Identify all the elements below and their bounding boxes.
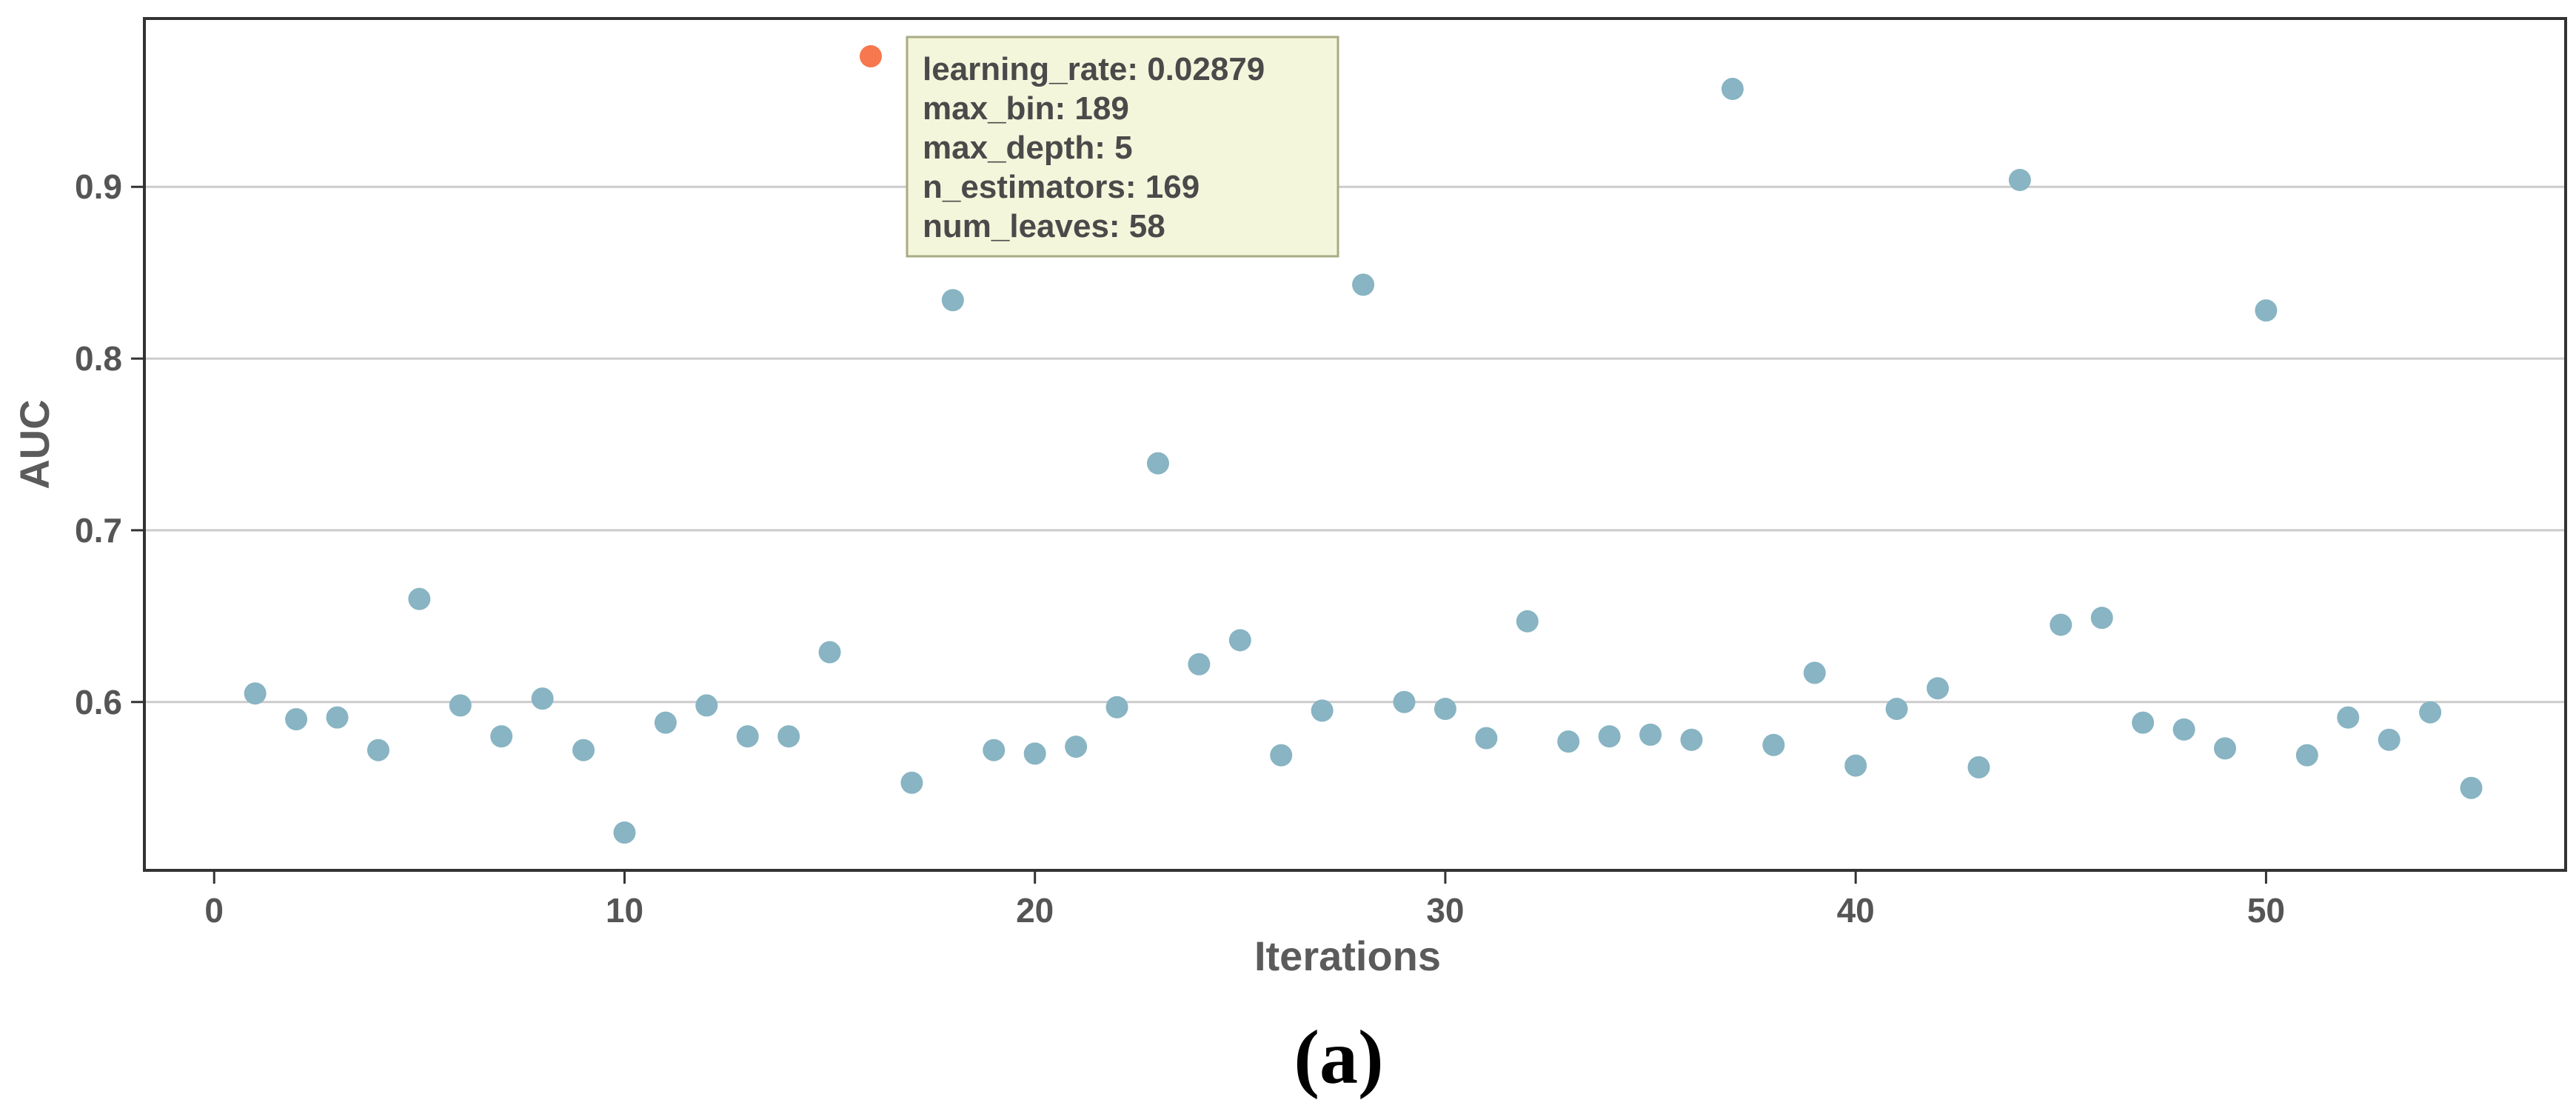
x-tick-label: 50 bbox=[2247, 891, 2285, 930]
y-axis-ticks: 0.6 0.7 0.8 0.9 bbox=[75, 167, 144, 721]
data-point[interactable] bbox=[1762, 733, 1785, 756]
y-tick-label: 0.6 bbox=[75, 683, 122, 721]
tooltip-box bbox=[906, 36, 1339, 258]
data-point[interactable] bbox=[613, 821, 636, 844]
y-tick-label: 0.9 bbox=[75, 167, 122, 206]
data-point[interactable] bbox=[1433, 698, 1456, 721]
data-point[interactable] bbox=[1557, 730, 1580, 753]
highlighted-data-point[interactable] bbox=[860, 45, 882, 68]
data-point[interactable] bbox=[2132, 711, 2155, 734]
data-point[interactable] bbox=[1270, 744, 1293, 767]
data-point[interactable] bbox=[1146, 452, 1169, 475]
data-point[interactable] bbox=[408, 587, 431, 610]
data-point[interactable] bbox=[1721, 78, 1744, 101]
data-point[interactable] bbox=[1023, 742, 1046, 765]
data-point[interactable] bbox=[2255, 299, 2278, 322]
data-point[interactable] bbox=[2419, 701, 2442, 724]
data-point[interactable] bbox=[1188, 653, 1211, 676]
tooltip-line: max_bin: 189 bbox=[923, 90, 1129, 127]
data-point[interactable] bbox=[490, 725, 513, 748]
data-point[interactable] bbox=[2172, 718, 2195, 741]
data-point[interactable] bbox=[941, 289, 964, 312]
y-tick-label: 0.8 bbox=[75, 339, 122, 378]
data-point[interactable] bbox=[654, 711, 677, 734]
data-point[interactable] bbox=[1927, 677, 1950, 700]
data-point[interactable] bbox=[818, 641, 841, 664]
data-point[interactable] bbox=[1228, 629, 1251, 652]
data-point[interactable] bbox=[2008, 168, 2031, 191]
data-point[interactable] bbox=[531, 687, 554, 710]
data-point[interactable] bbox=[1393, 690, 1416, 713]
x-axis-ticks: 0 10 20 30 40 50 bbox=[204, 870, 2285, 930]
data-point[interactable] bbox=[2090, 607, 2113, 630]
y-tick-label: 0.7 bbox=[75, 511, 122, 550]
tooltip-line: max_depth: 5 bbox=[923, 130, 1133, 166]
data-point[interactable] bbox=[1967, 756, 1990, 778]
data-point[interactable] bbox=[1516, 610, 1539, 633]
data-point[interactable] bbox=[2460, 776, 2483, 799]
data-point[interactable] bbox=[1639, 723, 1662, 746]
data-point[interactable] bbox=[900, 771, 923, 794]
data-point[interactable] bbox=[1475, 727, 1498, 750]
data-point[interactable] bbox=[2337, 706, 2360, 729]
tooltip-line: num_leaves: 58 bbox=[923, 208, 1165, 244]
x-axis-title: Iterations bbox=[1254, 933, 1441, 979]
panel-label: (a) bbox=[1294, 1015, 1383, 1100]
data-points bbox=[244, 45, 2483, 844]
data-point[interactable] bbox=[2378, 728, 2401, 751]
data-point[interactable] bbox=[1680, 728, 1703, 751]
data-point[interactable] bbox=[285, 707, 308, 730]
x-tick-label: 0 bbox=[204, 891, 224, 930]
tooltip-line: learning_rate: 0.02879 bbox=[923, 51, 1265, 87]
data-point[interactable] bbox=[2295, 744, 2318, 767]
data-point[interactable] bbox=[1844, 754, 1867, 777]
grid-layer bbox=[144, 185, 2566, 704]
data-point[interactable] bbox=[572, 738, 595, 761]
tooltip-line: n_estimators: 169 bbox=[923, 169, 1200, 205]
x-tick-label: 30 bbox=[1426, 891, 1464, 930]
plot-frame bbox=[143, 17, 2567, 872]
data-point[interactable] bbox=[2213, 737, 2236, 760]
data-point[interactable] bbox=[1065, 736, 1088, 758]
data-point[interactable] bbox=[983, 738, 1006, 761]
data-point[interactable] bbox=[449, 694, 472, 717]
data-point[interactable] bbox=[1311, 699, 1334, 722]
data-point[interactable] bbox=[1598, 725, 1621, 748]
data-point[interactable] bbox=[244, 682, 267, 705]
data-point[interactable] bbox=[367, 738, 389, 761]
data-point[interactable] bbox=[695, 694, 718, 717]
data-point[interactable] bbox=[326, 706, 349, 729]
x-tick-label: 40 bbox=[1837, 891, 1875, 930]
data-point[interactable] bbox=[1885, 698, 1908, 721]
data-point[interactable] bbox=[1803, 661, 1826, 684]
data-point[interactable] bbox=[736, 725, 759, 748]
data-point[interactable] bbox=[2050, 613, 2072, 636]
y-axis-title: AUC bbox=[11, 399, 58, 489]
x-tick-label: 10 bbox=[606, 891, 643, 930]
data-point[interactable] bbox=[1105, 696, 1128, 718]
data-point[interactable] bbox=[1352, 273, 1375, 296]
x-tick-label: 20 bbox=[1016, 891, 1054, 930]
data-point[interactable] bbox=[777, 725, 800, 748]
